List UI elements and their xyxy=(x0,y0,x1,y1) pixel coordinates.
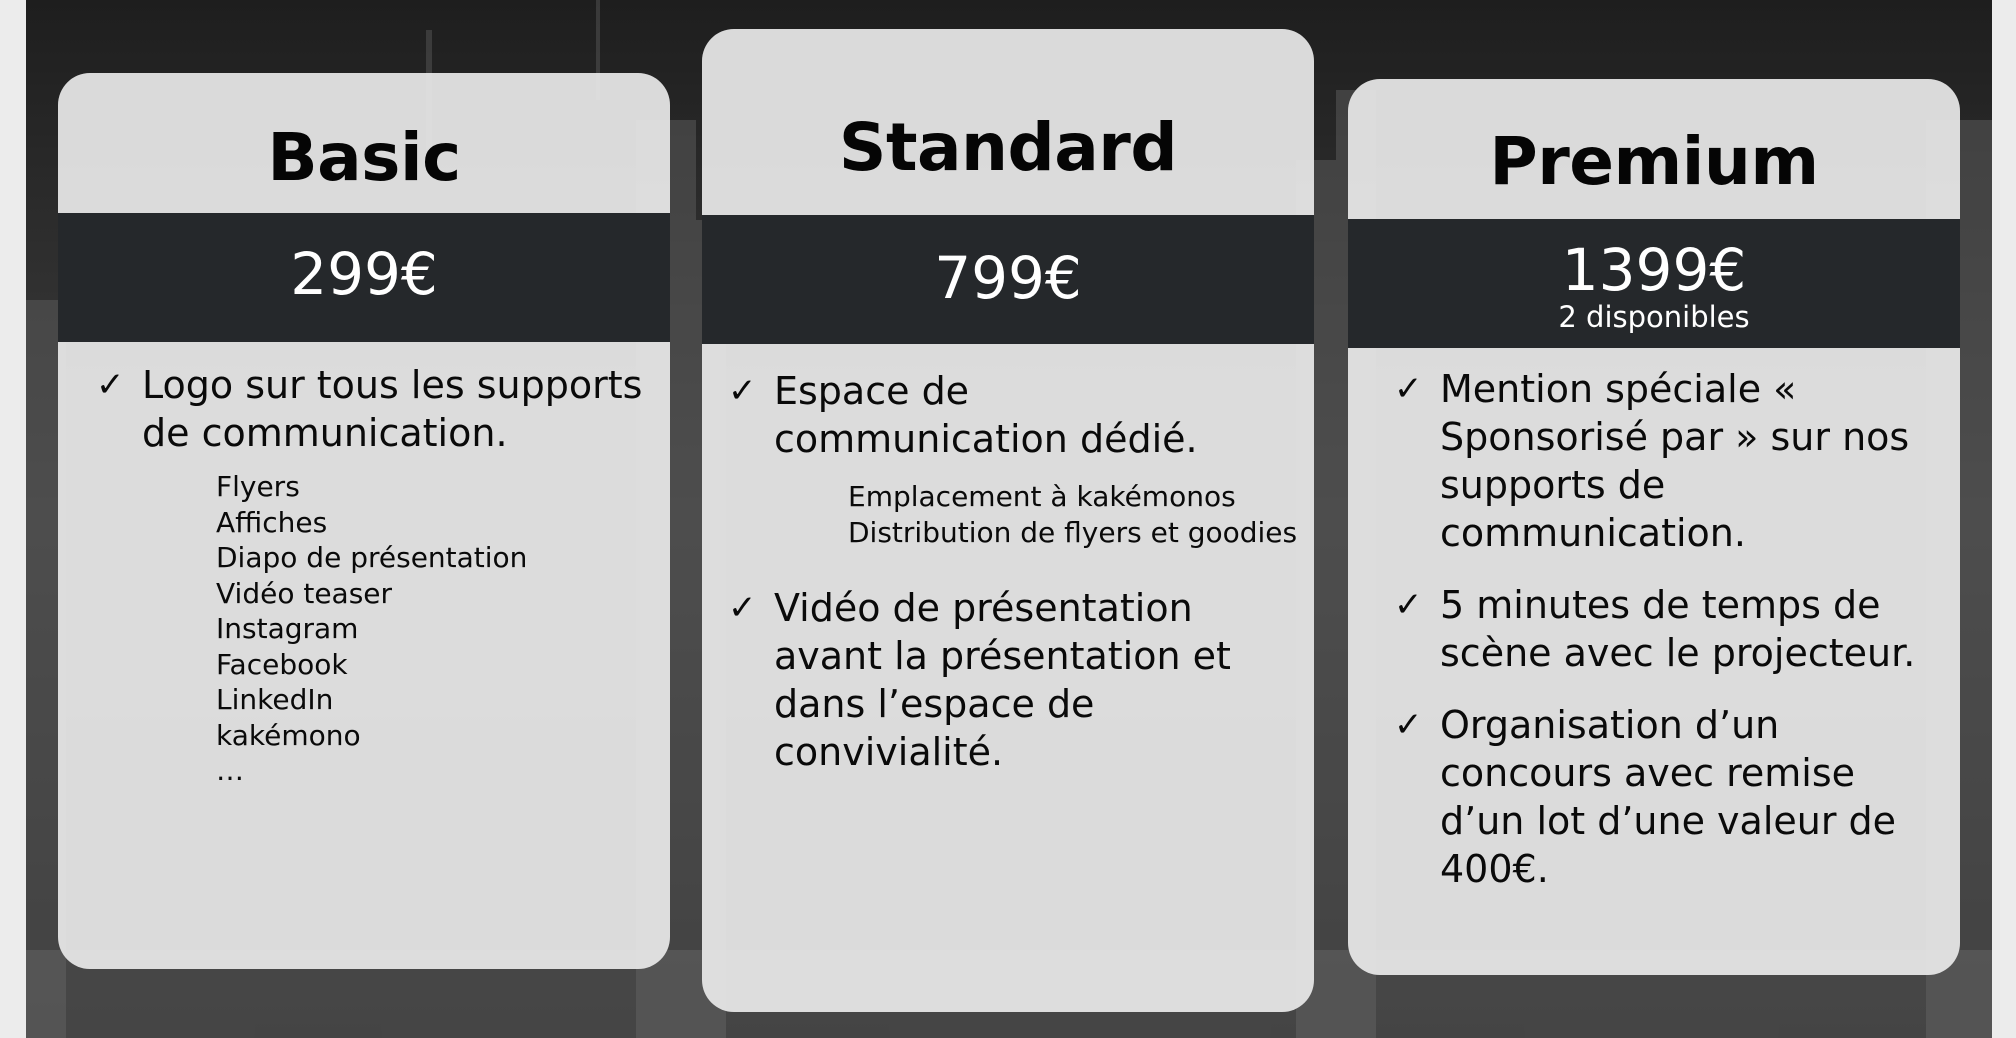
slide: Basic 299€ ✓ Logo sur tous les supports … xyxy=(26,0,1992,1038)
check-icon: ✓ xyxy=(728,371,757,411)
plan-price: 1399€ xyxy=(1561,236,1747,304)
plan-title: Basic xyxy=(267,119,461,196)
feature-item: ✓ 5 minutes de temps de scène avec le pr… xyxy=(1394,581,1950,677)
plan-price: 299€ xyxy=(290,240,438,308)
sub-item: Distribution de flyers et goodies xyxy=(848,515,1298,549)
check-icon: ✓ xyxy=(1394,369,1423,409)
sub-item: Vidéo teaser xyxy=(216,576,393,610)
sub-item: kakémono xyxy=(216,718,361,752)
price-band: 799€ xyxy=(702,215,1314,344)
sub-item: LinkedIn xyxy=(216,683,334,716)
feature-list: ✓ Mention spéciale « Sponsorisé par » su… xyxy=(1394,365,1950,893)
plan-title: Standard xyxy=(838,109,1178,186)
check-icon: ✓ xyxy=(1394,705,1423,745)
sub-list: Emplacement à kakémonos Distribution de … xyxy=(848,479,1298,550)
price-band: 1399€ 2 disponibles xyxy=(1348,219,1960,348)
feature-text: Vidéo de présentation avant la présentat… xyxy=(774,586,1231,774)
plan-price: 799€ xyxy=(934,244,1082,312)
feature-item: ✓ Organisation d’un concours avec remise… xyxy=(1394,701,1950,893)
availability-label: 2 disponibles xyxy=(1558,300,1750,334)
sub-item: Instagram xyxy=(216,612,359,645)
check-icon: ✓ xyxy=(728,588,757,628)
feature-item: ✓ Logo sur tous les supports de communic… xyxy=(96,361,656,457)
plan-title: Premium xyxy=(1489,123,1819,200)
sub-item: Diapo de présentation xyxy=(216,541,528,574)
feature-item: ✓ Mention spéciale « Sponsorisé par » su… xyxy=(1394,365,1950,557)
sub-item: Affiches xyxy=(216,505,328,539)
plan-card-premium[interactable]: Premium 1399€ 2 disponibles ✓ Mention sp… xyxy=(1348,79,1960,975)
feature-list: ✓ Logo sur tous les supports de communic… xyxy=(96,361,656,789)
sub-item: … xyxy=(216,754,244,787)
feature-text: Espace de communication dédié. xyxy=(774,369,1198,461)
feature-list: ✓ Espace de communication dédié. Emplace… xyxy=(728,367,1298,776)
feature-text: Organisation d’un concours avec remise d… xyxy=(1440,703,1897,891)
feature-text: Logo sur tous les supports de communicat… xyxy=(142,363,643,455)
feature-item: ✓ Espace de communication dédié. xyxy=(728,367,1298,463)
plan-card-standard[interactable]: Standard 799€ ✓ Espace de communication … xyxy=(702,29,1314,1012)
sub-item: Facebook xyxy=(216,647,348,681)
feature-text: Mention spéciale « Sponsorisé par » sur … xyxy=(1440,367,1910,555)
sub-item: Flyers xyxy=(216,470,300,503)
price-band: 299€ xyxy=(58,213,670,342)
feature-text: 5 minutes de temps de scène avec le proj… xyxy=(1440,583,1916,675)
sub-list: Flyers Affiches Diapo de présentation Vi… xyxy=(216,469,656,789)
check-icon: ✓ xyxy=(96,365,125,405)
sub-item: Emplacement à kakémonos xyxy=(848,480,1236,513)
plan-card-basic[interactable]: Basic 299€ ✓ Logo sur tous les supports … xyxy=(58,73,670,969)
check-icon: ✓ xyxy=(1394,585,1423,625)
feature-item: ✓ Vidéo de présentation avant la présent… xyxy=(728,584,1298,776)
